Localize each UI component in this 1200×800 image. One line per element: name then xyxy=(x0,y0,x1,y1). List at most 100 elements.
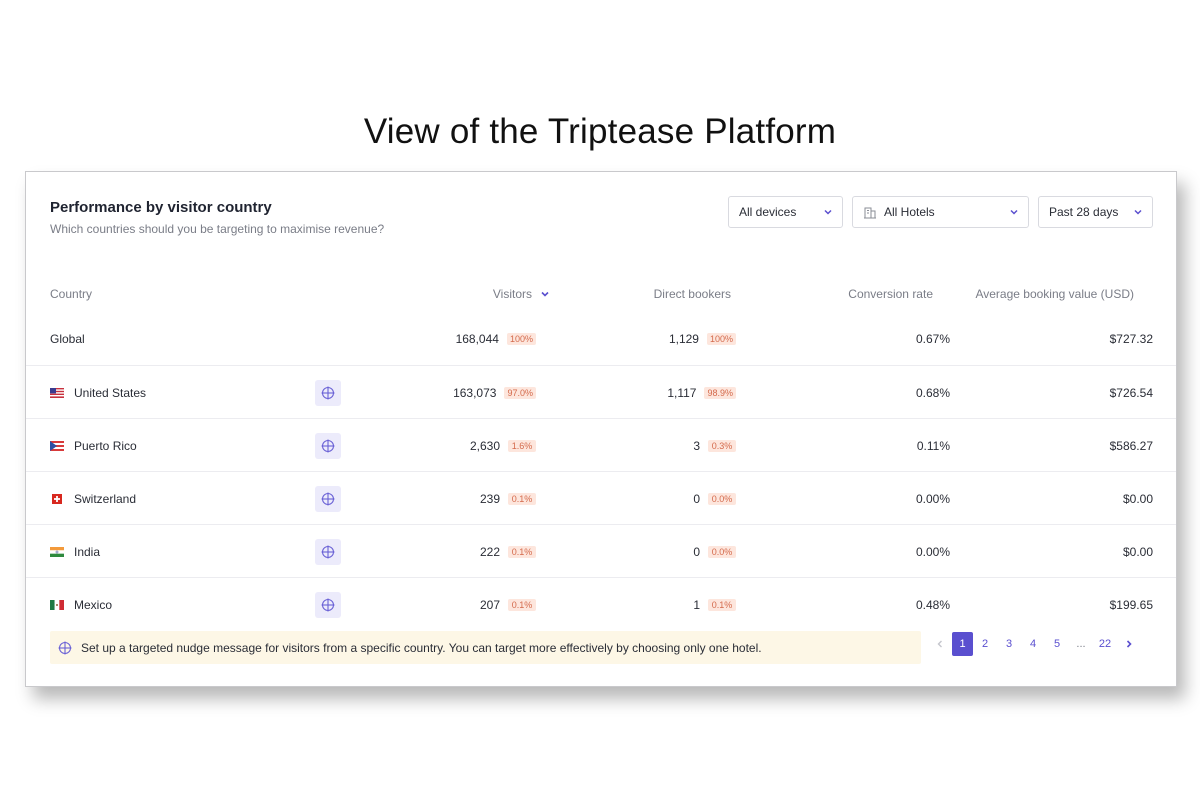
ch-flag-icon xyxy=(52,493,62,504)
chevron-left-icon xyxy=(937,640,942,648)
country-cell: Mexico xyxy=(50,578,112,631)
average-booking-value-cell: $586.27 xyxy=(1109,438,1153,453)
country-cell: Switzerland xyxy=(50,472,136,525)
country-name: Puerto Rico xyxy=(74,438,137,453)
conversion-rate-cell: 0.00% xyxy=(915,544,950,559)
visitors-cell: 207 0.1% xyxy=(406,578,536,631)
direct-bookers-cell: 0 0.0% xyxy=(586,472,736,525)
direct-bookers-cell: 0 0.0% xyxy=(586,525,736,578)
visitors-value: 222 xyxy=(479,544,500,559)
direct-bookers-value: 1,117 xyxy=(667,385,697,400)
target-country-button[interactable] xyxy=(315,432,341,459)
column-header-country: Country xyxy=(50,287,93,301)
pr-flag-icon xyxy=(50,440,64,451)
conversion-rate-cell: 0.48% xyxy=(915,597,950,612)
chevron-down-icon xyxy=(1134,209,1142,215)
column-header-visitors-label: Visitors xyxy=(492,287,532,301)
crosshair-icon xyxy=(321,386,335,399)
visitors-share-badge: 0.1% xyxy=(508,492,536,505)
table-row: Switzerland 239 0.1% 0 0.0% 0.00% $0.00 xyxy=(26,471,1176,524)
mx-flag-icon xyxy=(50,599,64,610)
page-button-last[interactable]: 22 xyxy=(1098,638,1112,650)
devices-dropdown[interactable]: All devices xyxy=(728,196,843,228)
column-header-direct-bookers[interactable]: Direct bookers xyxy=(653,287,731,301)
direct-bookers-share-badge: 0.0% xyxy=(708,492,736,505)
table-row: India 222 0.1% 0 0.0% 0.00% $0.00 xyxy=(26,524,1176,577)
country-name: United States xyxy=(74,385,147,400)
pagination: 1 2 3 4 5 ... 22 xyxy=(928,632,1141,656)
conversion-rate-cell: 0.67% xyxy=(915,331,950,346)
visitors-cell: 163,073 97.0% xyxy=(406,366,536,419)
page-button-3[interactable]: 3 xyxy=(1005,638,1013,650)
direct-bookers-cell: 3 0.3% xyxy=(586,419,736,472)
hotels-dropdown[interactable]: All Hotels xyxy=(852,196,1029,228)
crosshair-icon xyxy=(321,439,335,452)
target-country-button[interactable] xyxy=(315,538,341,565)
column-header-conversion-rate[interactable]: Conversion rate xyxy=(848,287,933,301)
table-row-global: Global 168,044 100% 1,129 100% 0.67% $727.… xyxy=(26,312,1176,365)
hotels-dropdown-label: All Hotels xyxy=(884,205,935,219)
target-cell xyxy=(315,366,341,419)
direct-bookers-share-badge: 0.0% xyxy=(708,545,736,558)
conversion-rate-cell: 0.68% xyxy=(915,385,950,400)
crosshair-icon xyxy=(58,641,72,654)
country-name: Switzerland xyxy=(74,491,137,506)
conversion-rate-cell: 0.00% xyxy=(915,491,950,506)
target-cell xyxy=(315,472,341,525)
previous-page-button[interactable] xyxy=(928,632,952,656)
target-cell xyxy=(315,578,341,631)
target-country-button[interactable] xyxy=(315,485,341,512)
us-flag-icon xyxy=(50,387,64,398)
nudge-text: Set up a targeted nudge message for visi… xyxy=(81,640,762,655)
direct-bookers-cell: 1,117 98.9% xyxy=(586,366,736,419)
page-button-4[interactable]: 4 xyxy=(1029,638,1037,650)
sort-descending-icon xyxy=(541,291,549,297)
hotel-icon xyxy=(864,207,876,219)
page-ellipsis: ... xyxy=(1076,638,1086,650)
nudge-banner: Set up a targeted nudge message for visi… xyxy=(50,631,921,664)
crosshair-icon xyxy=(321,598,335,611)
target-country-button[interactable] xyxy=(315,591,341,618)
visitors-share-badge: 0.1% xyxy=(508,545,536,558)
country-name: Global xyxy=(50,331,85,346)
devices-dropdown-label: All devices xyxy=(739,205,797,219)
visitors-value: 239 xyxy=(479,491,500,506)
performance-panel: Performance by visitor country Which cou… xyxy=(25,171,1177,687)
visitors-value: 2,630 xyxy=(469,438,500,453)
page-button-5[interactable]: 5 xyxy=(1053,638,1061,650)
date-range-dropdown[interactable]: Past 28 days xyxy=(1038,196,1153,228)
next-page-button[interactable] xyxy=(1117,632,1141,656)
panel-subtitle: Which countries should you be targeting … xyxy=(50,222,385,236)
panel-header: Performance by visitor country Which cou… xyxy=(50,199,384,236)
page-button-1[interactable]: 1 xyxy=(952,632,973,656)
conversion-rate-cell: 0.11% xyxy=(916,438,950,453)
average-booking-value-cell: $0.00 xyxy=(1122,544,1153,559)
column-header-visitors[interactable]: Visitors xyxy=(446,287,550,301)
direct-bookers-value: 1 xyxy=(693,597,700,612)
country-name: India xyxy=(74,544,101,559)
target-cell xyxy=(315,419,341,472)
visitors-cell: 2,630 1.6% xyxy=(406,419,536,472)
visitors-cell: 168,044 100% xyxy=(406,312,536,365)
direct-bookers-cell: 1 0.1% xyxy=(586,578,736,631)
average-booking-value-cell: $727.32 xyxy=(1109,331,1153,346)
target-country-button[interactable] xyxy=(315,379,341,406)
panel-title: Performance by visitor country xyxy=(50,199,272,216)
direct-bookers-value: 0 xyxy=(693,491,700,506)
visitors-value: 207 xyxy=(479,597,500,612)
visitors-value: 168,044 xyxy=(455,331,499,346)
country-cell: Puerto Rico xyxy=(50,419,137,472)
direct-bookers-share-badge: 0.3% xyxy=(708,439,736,452)
chevron-down-icon xyxy=(1010,209,1018,215)
country-name: Mexico xyxy=(74,597,113,612)
visitors-cell: 239 0.1% xyxy=(406,472,536,525)
visitors-share-badge: 100% xyxy=(506,332,536,345)
country-cell: Global xyxy=(50,312,85,365)
crosshair-icon xyxy=(321,545,335,558)
table-row: United States 163,073 97.0% 1,117 98.9% 0.… xyxy=(26,365,1176,418)
column-header-average-booking-value[interactable]: Average booking value (USD) xyxy=(975,287,1134,301)
chevron-down-icon xyxy=(824,209,832,215)
direct-bookers-share-badge: 100% xyxy=(706,332,736,345)
table-row: Mexico 207 0.1% 1 0.1% 0.48% $199.65 xyxy=(26,577,1176,630)
page-button-2[interactable]: 2 xyxy=(981,638,989,650)
